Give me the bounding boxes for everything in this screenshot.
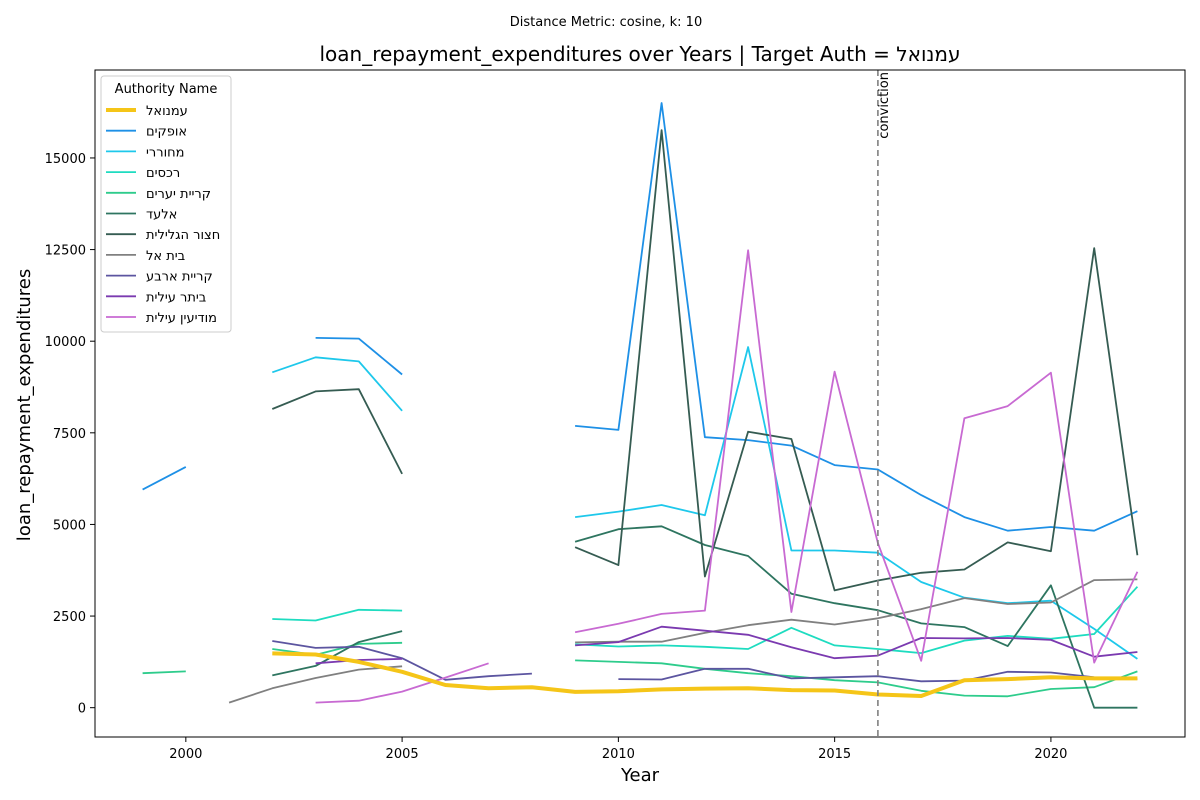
y-tick-label: 15000 (45, 152, 86, 167)
series-line (315, 625, 1138, 665)
x-tick-label: 2000 (169, 747, 202, 762)
legend-label: חצור הגלילית (146, 228, 220, 243)
series-line (315, 249, 1139, 704)
legend-label: קריית ארבע (146, 270, 213, 285)
series-line (272, 346, 1138, 660)
legend-label: ביתר עילית (146, 290, 206, 305)
legend-label: אופקים (146, 125, 187, 140)
chart-title: loan_repayment_expenditures over Years |… (319, 42, 960, 66)
y-tick-label: 7500 (53, 427, 86, 442)
chart-suptitle: Distance Metric: cosine, k: 10 (510, 15, 702, 30)
x-tick-label: 2010 (602, 747, 635, 762)
legend-label: אלעד (146, 208, 177, 223)
y-tick-label: 0 (78, 702, 86, 717)
axes-ticks: 2000 2005 2010 2015 2020 0 2500 5000 7500 10000 12… (45, 152, 1068, 762)
legend-label: עמנואל (146, 104, 188, 119)
legend-label: מודיעין עילית (146, 311, 217, 326)
conviction-marker: conviction (877, 70, 892, 737)
y-tick-label: 10000 (45, 335, 86, 350)
legend-label: בית אל (146, 249, 185, 264)
series-line (271, 129, 1139, 592)
legend-label: מחוררי (146, 145, 184, 160)
series-line (272, 586, 1139, 654)
legend-box (100, 75, 232, 333)
legend: Authority Name עמנואל אופקים מחוררי רכסים קר… (100, 75, 232, 333)
x-tick-label: 2020 (1034, 747, 1067, 762)
y-tick-label: 2500 (53, 610, 86, 625)
legend-label: רכסים (146, 166, 180, 181)
x-tick-label: 2015 (818, 747, 851, 762)
series-line (272, 651, 1138, 698)
series-line (272, 525, 1138, 709)
plot-lines (142, 102, 1139, 709)
conviction-label: conviction (877, 72, 892, 139)
series-line (272, 640, 1138, 683)
legend-title: Authority Name (115, 82, 218, 97)
x-tick-label: 2005 (386, 747, 419, 762)
legend-items: עמנואל אופקים מחוררי רכסים קריית יערים אלעד חצ… (106, 104, 220, 326)
series-line (228, 578, 1138, 704)
x-axis-label: Year (620, 765, 660, 786)
y-tick-label: 12500 (45, 244, 86, 259)
y-tick-label: 5000 (53, 518, 86, 533)
series-line (142, 641, 1138, 698)
y-axis-label: loan_repayment_expenditures (14, 269, 35, 541)
plot-frame (94, 69, 1186, 738)
series-line (142, 102, 1138, 532)
legend-label: קריית יערים (146, 187, 211, 202)
